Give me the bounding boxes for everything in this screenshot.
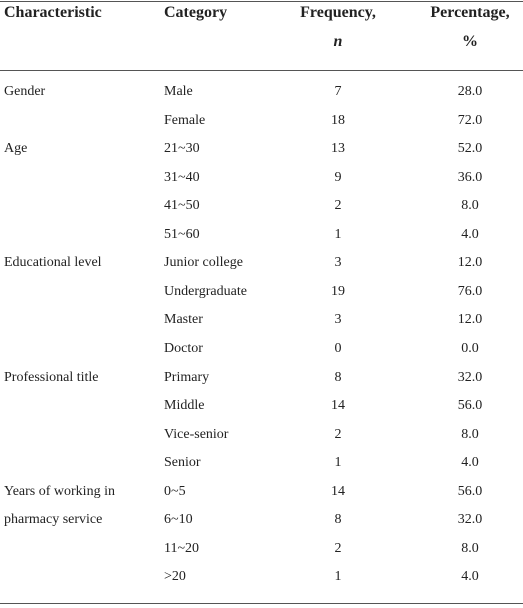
percentage: 76.0 xyxy=(457,283,483,299)
category: Doctor xyxy=(164,340,203,356)
category: 21~30 xyxy=(164,141,200,157)
header-cell: Category xyxy=(164,4,228,21)
category: Undergraduate xyxy=(164,283,247,299)
top-rule xyxy=(0,1,523,2)
frequency: 8 xyxy=(334,512,342,528)
percentage: 56.0 xyxy=(457,398,483,414)
frequency: 13 xyxy=(331,141,345,157)
percentage: 12.0 xyxy=(457,312,483,328)
frequency: 0 xyxy=(334,340,342,356)
header-cell: Frequency, xyxy=(300,4,376,21)
frequency: 2 xyxy=(334,540,342,556)
frequency: 9 xyxy=(334,169,342,185)
percentage: 32.0 xyxy=(457,369,483,385)
percentage: 28.0 xyxy=(457,84,483,99)
characteristic: Professional title xyxy=(4,369,99,385)
header-cell: Characteristic xyxy=(4,4,102,21)
percentage: 36.0 xyxy=(457,169,483,185)
category: Master xyxy=(164,312,203,328)
category: Senior xyxy=(164,455,201,471)
category: 0~5 xyxy=(164,483,186,499)
frequency: 3 xyxy=(334,312,342,328)
percentage: 0.0 xyxy=(461,340,479,356)
frequency: 1 xyxy=(334,569,342,585)
percentage: 72.0 xyxy=(457,112,483,128)
category: 11~20 xyxy=(164,540,200,556)
header-symbol: % xyxy=(462,33,478,50)
characteristic: Educational level xyxy=(4,255,102,271)
frequency: 7 xyxy=(334,84,342,99)
category: Middle xyxy=(164,398,205,414)
characteristic: Years of working in pharmacy service xyxy=(4,483,115,528)
category: Male xyxy=(164,84,193,99)
frequency: 2 xyxy=(334,198,342,214)
frequency: 14 xyxy=(331,483,345,499)
frequency: 1 xyxy=(334,455,342,471)
category: 31~40 xyxy=(164,169,200,185)
frequency: 8 xyxy=(334,369,342,385)
percentage: 4.0 xyxy=(461,455,479,471)
frequency: 14 xyxy=(331,398,345,414)
header-cell: Percentage, xyxy=(430,4,510,21)
characteristic: Age xyxy=(4,141,28,157)
percentage: 4.0 xyxy=(461,569,479,585)
percentage: 52.0 xyxy=(457,141,483,157)
frequency: 19 xyxy=(331,283,345,299)
category: Junior college xyxy=(164,255,243,271)
percentage: 8.0 xyxy=(461,426,479,442)
bottom-rule xyxy=(0,603,523,604)
frequency: 1 xyxy=(334,226,342,242)
frequency: 2 xyxy=(334,426,342,442)
frequency: 3 xyxy=(334,255,342,271)
category: 51~60 xyxy=(164,226,200,242)
category: >20 xyxy=(164,569,186,585)
category: Female xyxy=(164,112,206,128)
percentage: 8.0 xyxy=(461,540,479,556)
header-symbol: n xyxy=(333,33,343,50)
characteristic: Gender xyxy=(4,84,46,99)
header-rule xyxy=(0,70,523,71)
category: Primary xyxy=(164,369,210,385)
category: Vice-senior xyxy=(164,426,229,442)
category: 41~50 xyxy=(164,198,200,214)
percentage: 12.0 xyxy=(457,255,483,271)
category: 6~10 xyxy=(164,512,193,528)
frequency: 18 xyxy=(331,112,345,128)
percentage: 4.0 xyxy=(461,226,479,242)
percentage: 32.0 xyxy=(457,512,483,528)
percentage: 56.0 xyxy=(457,483,483,499)
percentage: 8.0 xyxy=(461,198,479,214)
